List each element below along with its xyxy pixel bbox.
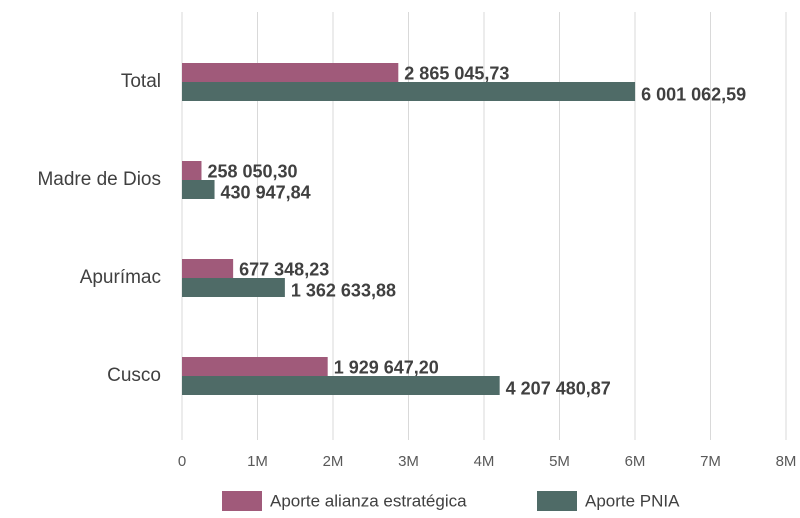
bar (182, 161, 202, 180)
value-label: 258 050,30 (207, 161, 297, 181)
x-tick-label: 5M (549, 453, 570, 470)
x-tick-label: 0 (178, 453, 186, 470)
legend-swatch (537, 491, 577, 511)
bar (182, 376, 500, 395)
x-tick-label: 8M (776, 453, 797, 470)
value-label: 430 947,84 (221, 182, 311, 202)
category-label: Total (121, 71, 161, 92)
bar (182, 259, 234, 278)
bar (182, 63, 399, 82)
x-tick-label: 1M (247, 453, 268, 470)
x-tick-label: 2M (323, 453, 344, 470)
x-tick-label: 4M (474, 453, 495, 470)
x-tick-label: 6M (625, 453, 646, 470)
legend-swatch (222, 491, 262, 511)
x-tick-label: 3M (398, 453, 419, 470)
bar (182, 278, 285, 297)
value-label: 1 362 633,88 (291, 280, 396, 300)
bar (182, 180, 215, 199)
value-label: 6 001 062,59 (641, 84, 746, 104)
value-label: 1 929 647,20 (334, 357, 439, 377)
category-label: Apurímac (80, 267, 161, 288)
value-label: 677 348,23 (239, 259, 329, 279)
category-label: Madre de Dios (37, 169, 161, 190)
x-tick-label: 7M (700, 453, 721, 470)
value-label: 4 207 480,87 (506, 378, 611, 398)
value-label: 2 865 045,73 (404, 63, 509, 83)
bar (182, 82, 636, 101)
legend-label: Aporte alianza estratégica (270, 491, 467, 510)
bar (182, 357, 328, 376)
legend-label: Aporte PNIA (585, 491, 680, 510)
category-label: Cusco (107, 365, 161, 386)
